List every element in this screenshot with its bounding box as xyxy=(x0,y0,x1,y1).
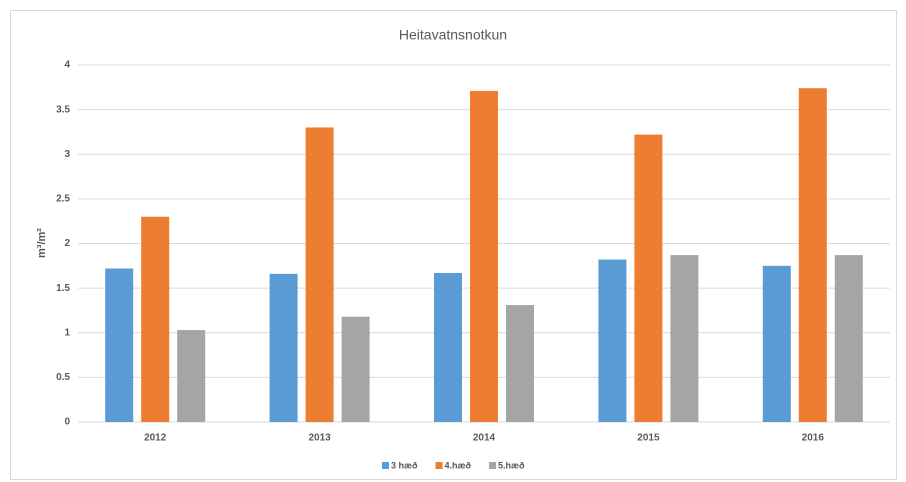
bar xyxy=(762,265,791,422)
y-tick-label: 2.5 xyxy=(56,194,70,205)
y-tick-label: 1.5 xyxy=(56,283,70,294)
y-tick-label: 4 xyxy=(64,60,70,71)
bar xyxy=(670,255,699,422)
y-tick-label: 3.5 xyxy=(56,104,70,115)
legend-swatch xyxy=(489,462,497,469)
bar xyxy=(634,134,663,423)
bar xyxy=(834,255,863,422)
x-tick-label: 2013 xyxy=(308,433,331,444)
y-tick-label: 2 xyxy=(64,238,70,249)
legend-swatch xyxy=(382,462,389,469)
bar xyxy=(105,268,134,422)
bar xyxy=(506,305,534,422)
y-tick-label: 0 xyxy=(64,417,70,428)
legend-label: 3 hæð xyxy=(391,460,418,470)
bar xyxy=(434,272,462,422)
bar xyxy=(798,88,827,422)
x-tick-label: 2012 xyxy=(144,433,167,444)
y-tick-label: 3 xyxy=(64,149,70,160)
bar xyxy=(141,216,170,422)
bar xyxy=(470,90,498,422)
bar xyxy=(269,273,298,422)
chart-title: Heitavatnsnotkun xyxy=(399,27,507,43)
x-tick-label: 2016 xyxy=(802,433,825,444)
y-tick-label: 0.5 xyxy=(56,372,70,383)
legend-label: 5.hæð xyxy=(498,460,525,470)
legend-label: 4.hæð xyxy=(445,460,472,470)
bar xyxy=(177,330,206,422)
y-tick-label: 1 xyxy=(64,327,70,338)
bar xyxy=(341,316,370,422)
x-tick-label: 2015 xyxy=(637,433,660,444)
bar xyxy=(598,259,627,422)
x-tick-label: 2014 xyxy=(473,433,496,444)
bar xyxy=(305,127,334,422)
y-axis-label: m³/m² xyxy=(36,228,48,258)
legend-swatch xyxy=(435,462,443,469)
